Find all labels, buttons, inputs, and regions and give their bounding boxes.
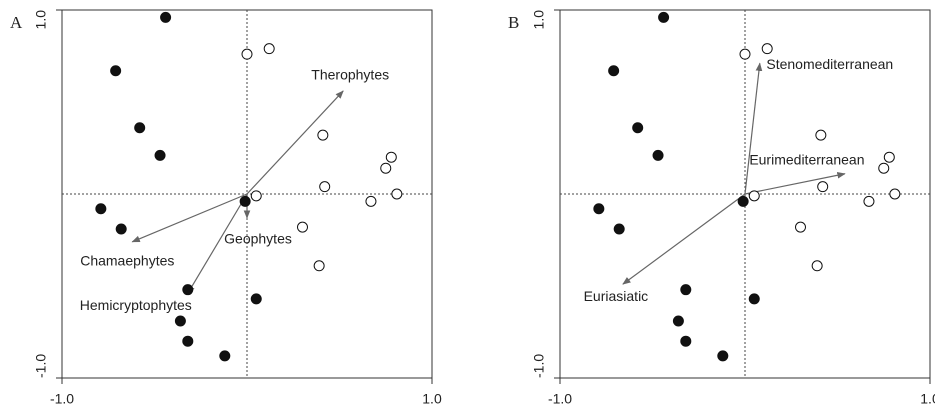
arrow [744,171,846,195]
panel-label: A [10,13,23,32]
arrow-label: Hemicryptophytes [80,297,192,313]
arrow [246,90,344,195]
point [593,203,605,215]
point [672,315,684,327]
point [313,260,325,272]
point [811,260,823,272]
arrow-label: Therophytes [311,67,389,83]
point [263,43,275,55]
point [317,129,329,141]
point [632,122,644,134]
point [319,181,331,193]
point [365,195,377,207]
point [613,223,625,235]
x-tick-label: -1.0 [50,391,74,407]
point [737,195,749,207]
point [761,43,773,55]
point [748,190,760,202]
x-tick-label: 1.0 [920,391,935,407]
point [134,122,146,134]
point [717,350,729,362]
arrow-label: Stenomediterranean [766,56,893,72]
point [883,151,895,163]
point [748,293,760,305]
point [250,190,262,202]
point [95,203,107,215]
y-tick-label: 1.0 [531,10,547,30]
point [878,162,890,174]
point [219,350,231,362]
point [815,129,827,141]
arrow [622,193,746,285]
y-tick-label: -1.0 [531,354,547,378]
point [608,65,620,77]
point [110,65,122,77]
point [250,293,262,305]
point [817,181,829,193]
point [297,221,308,233]
panel-label: B [508,13,519,32]
point [154,149,166,161]
arrow [744,62,763,195]
arrow-label: Eurimediterranean [749,151,864,167]
x-tick-label: -1.0 [548,391,572,407]
point [385,151,397,163]
point [658,11,670,23]
y-tick-label: -1.0 [33,354,49,378]
y-tick-label: 1.0 [33,10,49,30]
point [115,223,127,235]
point [380,162,392,174]
arrow [131,193,248,243]
point [680,335,692,347]
arrow-label: Geophytes [224,231,292,247]
point [739,48,751,60]
point [239,195,251,207]
point [241,48,253,60]
point [174,315,186,327]
arrow-label: Chamaephytes [80,253,174,269]
arrow [187,193,248,295]
point [889,188,901,200]
x-tick-label: 1.0 [422,391,442,407]
point [391,188,403,200]
point [795,221,806,233]
point [652,149,664,161]
point [863,195,875,207]
point [160,11,172,23]
point [680,284,692,296]
point [182,284,194,296]
arrow-label: Euriasiatic [584,288,649,304]
point [182,335,194,347]
